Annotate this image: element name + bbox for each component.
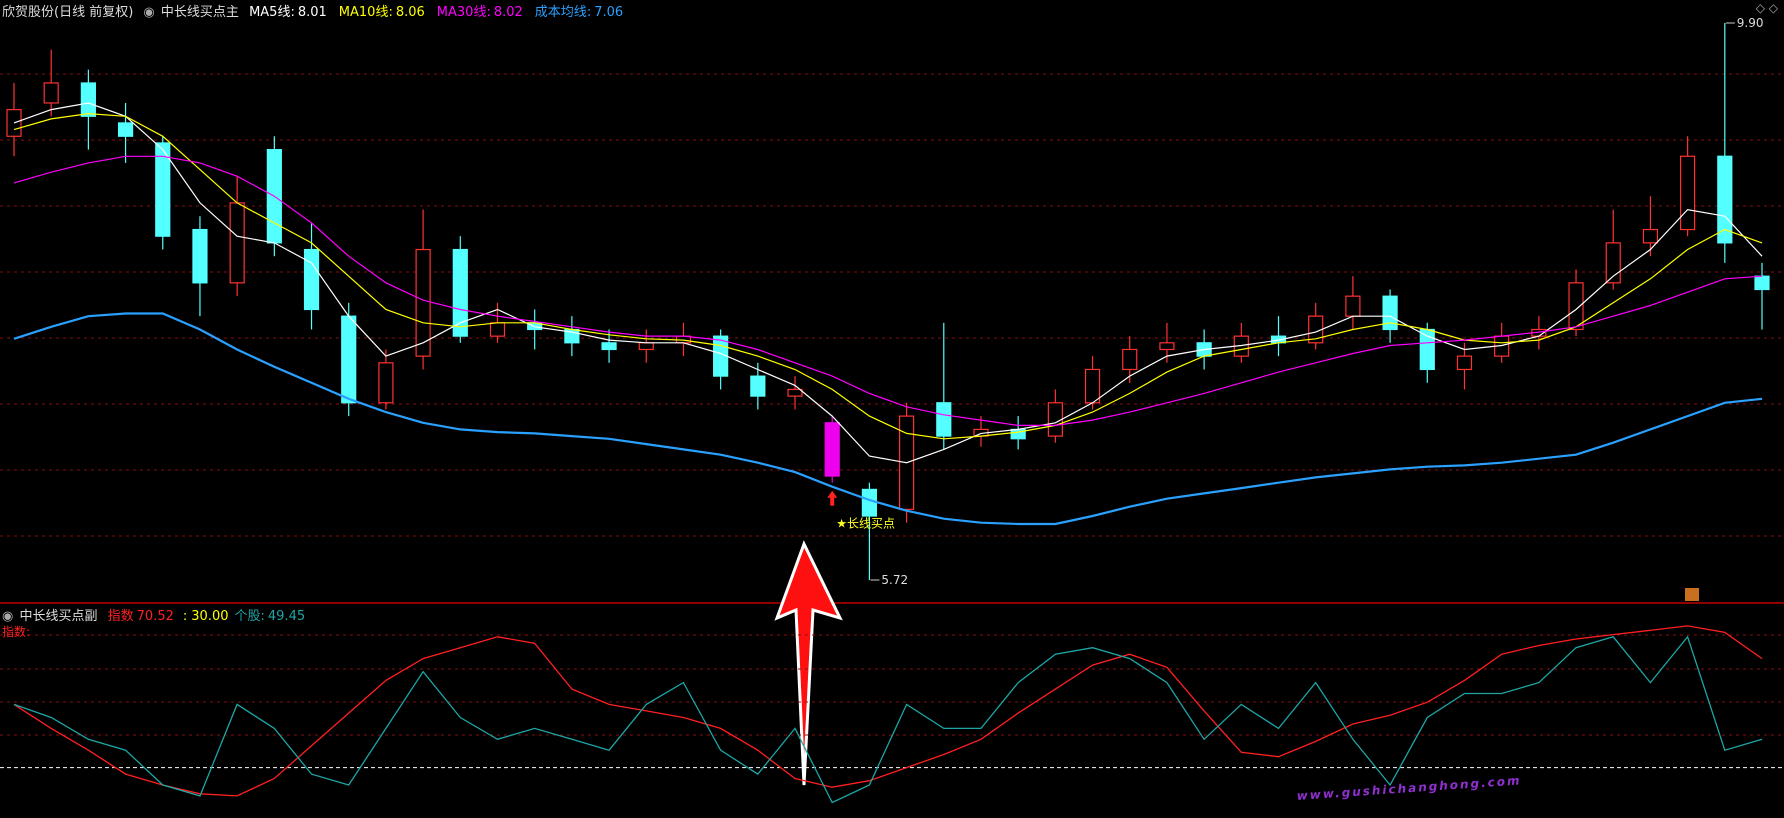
indicator-line [13, 625, 1763, 797]
candle-body [43, 82, 59, 104]
legend-name: 个股 [234, 609, 264, 624]
candle-body [750, 375, 766, 397]
candle-body [824, 422, 840, 477]
candle-body [80, 82, 96, 117]
reference-label: 30.00 [191, 609, 229, 624]
legend-name: 指数 [107, 609, 134, 624]
candle-body [1084, 368, 1101, 404]
candle-body [1345, 295, 1361, 317]
candle-body [1605, 242, 1621, 284]
icon: ◉ [143, 5, 155, 20]
legend-name: MA10线 [339, 5, 393, 20]
main-header: 欣贺股份(日线 前复权) ◉ 中长线买点主 MA5线8.01MA10线8.06M… [2, 1, 635, 20]
legend-name: MA5线 [249, 5, 295, 20]
candle-body [1568, 282, 1584, 331]
extreme-label: 5.72 [881, 573, 908, 587]
legend-value: 8.06 [395, 5, 425, 20]
candle-body [452, 248, 468, 337]
watermark: www.gushichanghong.com [1296, 773, 1522, 803]
candle-body [192, 228, 208, 284]
legend-value: 8.01 [297, 5, 327, 20]
candle-body [489, 322, 506, 337]
legend-name: MA30线 [437, 5, 491, 20]
candle-body [155, 142, 171, 237]
candle-body [1456, 355, 1473, 371]
candle-body [378, 362, 394, 404]
indicator-line [13, 635, 1763, 804]
stock-title: 欣贺股份(日线 前复权) [2, 5, 134, 20]
legend-entry: 30.00 [183, 609, 229, 624]
candle-body [787, 388, 803, 397]
icon: ◉ [2, 609, 14, 624]
sub-title: 中长线买点副 [19, 609, 98, 624]
candle-body [936, 402, 952, 437]
candle-body [1047, 402, 1063, 437]
legend-entry: 个股49.45 [234, 609, 311, 624]
candle-body [1717, 155, 1733, 244]
legend-name: 成本均线 [535, 5, 591, 20]
legend-value: 8.02 [493, 5, 523, 20]
axis-label: 指数: [2, 625, 31, 639]
candle-body [117, 122, 134, 137]
candle-body [341, 315, 357, 404]
ma-line [13, 312, 1763, 526]
signal-label: ★长线买点 [836, 517, 895, 531]
candle-body [1122, 348, 1138, 371]
candle-body [1159, 342, 1175, 351]
legend-entry: MA10线8.06 [339, 5, 431, 20]
candle-body [1680, 155, 1696, 231]
candle-body [6, 109, 22, 137]
candle-body [601, 342, 617, 351]
candle-body [229, 202, 245, 284]
candle-body [1642, 228, 1659, 244]
indicator-name: 中长线买点主 [160, 5, 239, 20]
ma-line [13, 102, 1763, 464]
candle-body [415, 248, 431, 357]
ma-line [13, 155, 1763, 426]
legend-value: 7.06 [594, 5, 624, 20]
legend-value: 49.45 [267, 609, 306, 624]
legend-value: 70.52 [136, 609, 174, 624]
legend-entry: MA30线8.02 [437, 5, 529, 20]
corner-icons: ◇ ◇ [1756, 1, 1779, 15]
candle-body [1382, 295, 1398, 331]
candle-body [1754, 275, 1770, 291]
legend-entry: MA5线8.01 [249, 5, 333, 20]
ma-line [13, 112, 1763, 440]
extreme-label: 9.90 [1737, 16, 1764, 30]
candle-body [861, 488, 878, 517]
big-arrow [774, 540, 843, 786]
candle-body [638, 342, 654, 351]
candle-body [303, 248, 320, 311]
legend-entry: 成本均线7.06 [535, 5, 629, 20]
rank-icon [1685, 588, 1699, 601]
signal-arrow [827, 490, 838, 506]
legend-entry: 指数 70.52 [108, 609, 177, 624]
